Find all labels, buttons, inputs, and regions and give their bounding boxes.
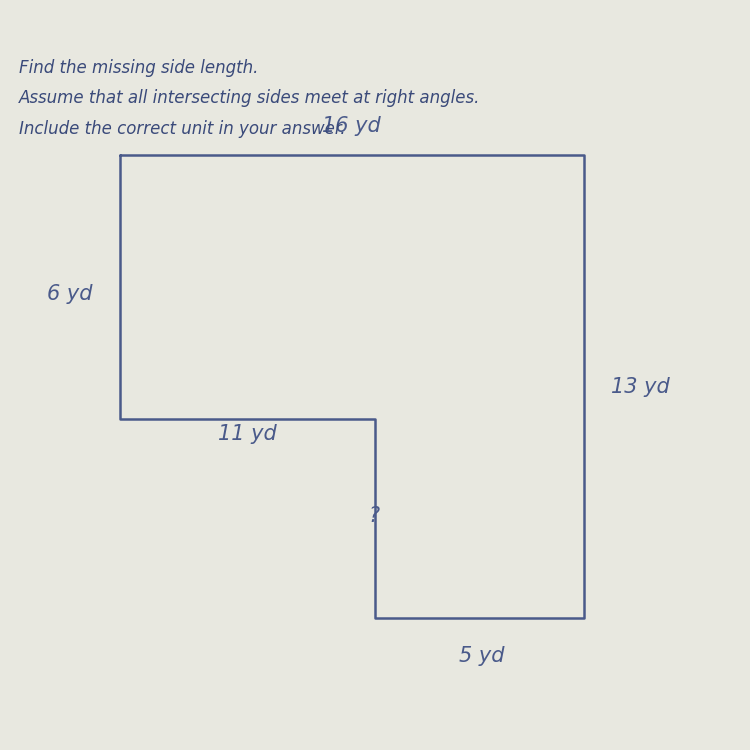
Text: 5 yd: 5 yd xyxy=(459,646,504,666)
Text: 6 yd: 6 yd xyxy=(46,284,92,304)
Text: Assume that all intersecting sides meet at right angles.: Assume that all intersecting sides meet … xyxy=(19,89,480,107)
Text: 13 yd: 13 yd xyxy=(611,376,670,397)
Text: 11 yd: 11 yd xyxy=(218,424,277,444)
Text: Find the missing side length.: Find the missing side length. xyxy=(19,59,258,77)
Text: 16 yd: 16 yd xyxy=(322,116,381,136)
Text: ?: ? xyxy=(368,506,380,526)
Text: Include the correct unit in your answer.: Include the correct unit in your answer. xyxy=(19,119,346,137)
